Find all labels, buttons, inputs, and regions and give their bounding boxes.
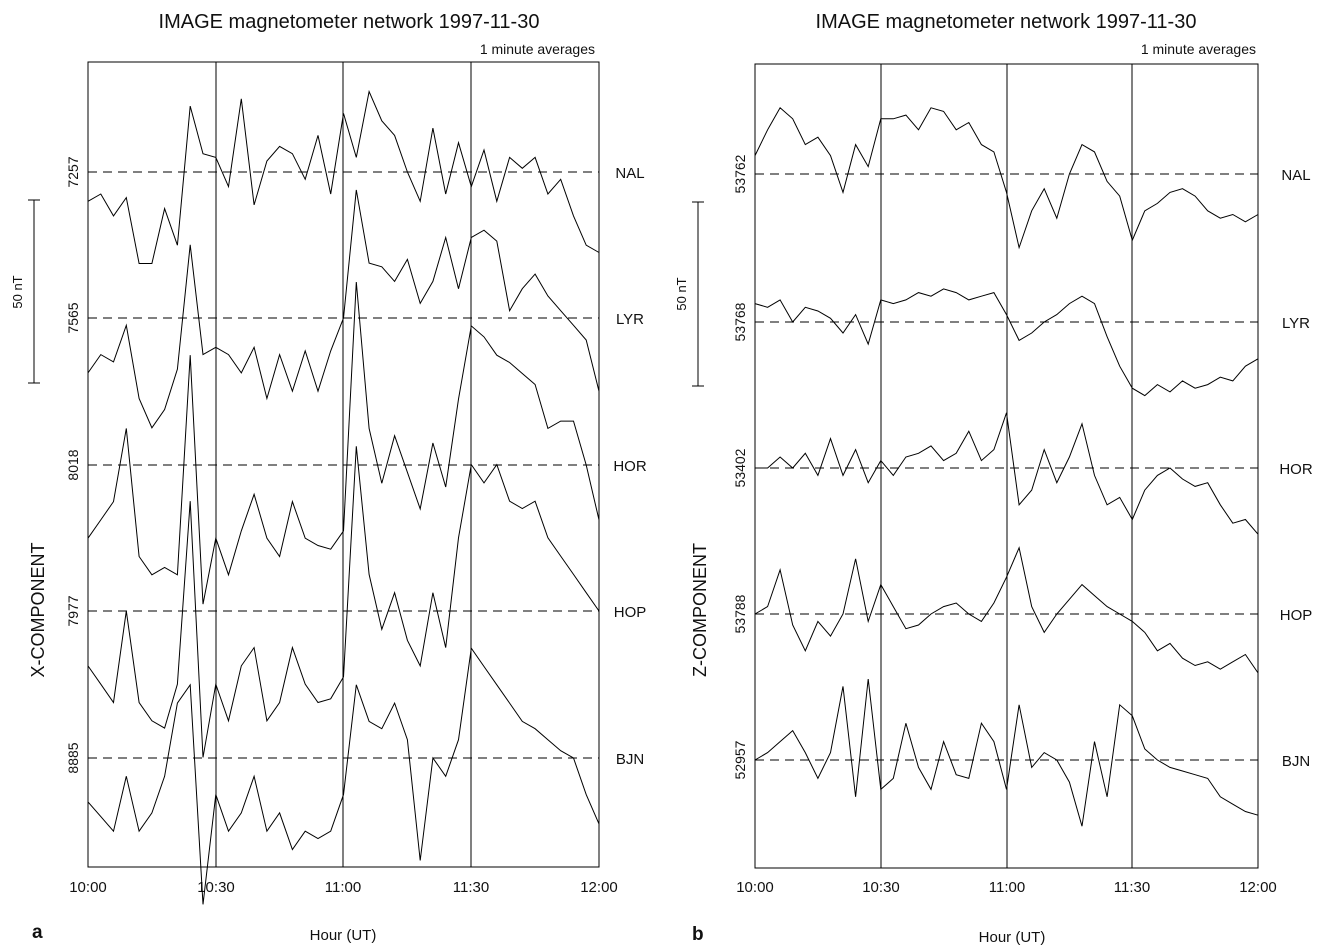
panel-a-x-tick: 10:30 <box>197 879 235 896</box>
panel-b-series-bjn: BJN 52957 <box>732 678 1310 827</box>
panel-b-scale-bar: 50 nT <box>674 201 704 387</box>
panel-a-x-tick: 11:30 <box>453 879 489 896</box>
panel-a-x-ticks: 10:00 10:30 11:00 11:30 12:00 <box>69 879 618 896</box>
panel-a-y-axis-label: X-COMPONENT <box>28 542 48 677</box>
panel-b-baseline-value-bjn: 52957 <box>732 740 748 779</box>
panel-b-series-nal: NAL 53762 <box>732 107 1311 250</box>
panel-a-baseline-value-hor: 8018 <box>65 449 81 480</box>
panel-b-series-layer: NAL 53762 LYR 53768 HOR 53402 HOP 53788 BJN 52957 <box>732 107 1313 827</box>
panel-a-letter: a <box>32 922 43 943</box>
panel-a-x-tick: 10:00 <box>69 879 107 896</box>
panel-a-scale-bar: 50 nT <box>10 199 40 384</box>
panel-b-station-label-nal: NAL <box>1281 167 1310 184</box>
panel-b-station-label-bjn: BJN <box>1282 753 1310 770</box>
panel-b-subtitle: 1 minute averages <box>1141 41 1256 57</box>
panel-a-baseline-value-lyr: 7565 <box>65 302 81 333</box>
panel-b-trace-hop <box>754 546 1259 674</box>
panel-b-station-label-lyr: LYR <box>1282 315 1310 332</box>
panel-a-title: IMAGE magnetometer network 1997-11-30 <box>159 11 540 33</box>
panel-a-baseline-value-bjn: 8885 <box>65 742 81 773</box>
panel-a-x-tick: 12:00 <box>580 879 618 896</box>
panel-a-scale-bar-label: 50 nT <box>10 275 25 308</box>
panel-a-trace-nal <box>87 89 600 264</box>
panel-b-station-label-hor: HOR <box>1279 461 1313 478</box>
panel-b-letter: b <box>692 924 704 945</box>
panel-b: IMAGE magnetometer network 1997-11-30 1 … <box>674 11 1313 946</box>
panel-b-series-hor: HOR 53402 <box>732 412 1313 535</box>
panel-a-series-hop: HOP 7977 <box>65 446 647 758</box>
panel-b-baseline-value-nal: 53762 <box>732 154 748 193</box>
panel-b-trace-hor <box>755 412 1259 535</box>
panel-b-x-tick: 10:30 <box>862 879 900 896</box>
panel-a-x-axis-label: Hour (UT) <box>310 927 377 944</box>
panel-b-x-ticks: 10:00 10:30 11:00 11:30 12:00 <box>736 879 1277 896</box>
panel-a-station-label-lyr: LYR <box>616 311 644 328</box>
panel-a-baseline-value-nal: 7257 <box>65 156 81 187</box>
panel-a-station-label-hor: HOR <box>613 458 647 475</box>
panel-b-title: IMAGE magnetometer network 1997-11-30 <box>816 11 1197 33</box>
panel-b-trace-lyr <box>754 288 1259 397</box>
panel-b-trace-bjn <box>754 678 1259 827</box>
panel-a-series-hor: HOR 8018 <box>65 281 647 605</box>
panel-a-x-tick: 11:00 <box>325 879 361 896</box>
panel-a-baseline-value-hop: 7977 <box>65 595 81 626</box>
panel-a-subtitle: 1 minute averages <box>480 41 595 57</box>
panel-b-x-tick: 11:30 <box>1114 879 1150 896</box>
panel-b-series-hop: HOP 53788 <box>732 546 1313 674</box>
panel-b-series-lyr: LYR 53768 <box>732 288 1310 397</box>
panel-b-baseline-value-hop: 53788 <box>732 594 748 633</box>
panel-b-y-axis-label: Z-COMPONENT <box>690 543 710 677</box>
panel-b-baseline-value-hor: 53402 <box>732 448 748 487</box>
panel-b-baseline-value-lyr: 53768 <box>732 302 748 341</box>
panel-a-trace-bjn <box>87 646 600 905</box>
panel-b-x-axis-label: Hour (UT) <box>979 929 1046 946</box>
panel-a-station-label-bjn: BJN <box>616 751 644 768</box>
panel-a-station-label-hop: HOP <box>614 604 647 621</box>
panel-b-x-tick: 10:00 <box>736 879 774 896</box>
panel-b-scale-bar-label: 50 nT <box>674 277 689 310</box>
panel-b-x-tick: 12:00 <box>1239 879 1277 896</box>
panel-b-x-tick: 11:00 <box>989 879 1025 896</box>
panel-a: IMAGE magnetometer network 1997-11-30 1 … <box>10 11 647 944</box>
panel-a-series-layer: NAL 7257 LYR 7565 HOR 8018 HOP 7977 BJN 8885 <box>65 89 647 905</box>
panel-a-series-bjn: BJN 8885 <box>65 646 644 905</box>
panel-b-station-label-hop: HOP <box>1280 607 1313 624</box>
panel-a-station-label-nal: NAL <box>615 165 644 182</box>
panel-b-trace-nal <box>754 107 1259 250</box>
panel-a-series-nal: NAL 7257 <box>65 89 645 264</box>
panel-a-trace-hop <box>87 446 600 758</box>
panel-a-trace-lyr <box>87 189 600 429</box>
panel-b-gridlines <box>880 64 1133 868</box>
panel-a-series-lyr: LYR 7565 <box>65 189 644 429</box>
panel-a-trace-hor <box>87 281 600 605</box>
